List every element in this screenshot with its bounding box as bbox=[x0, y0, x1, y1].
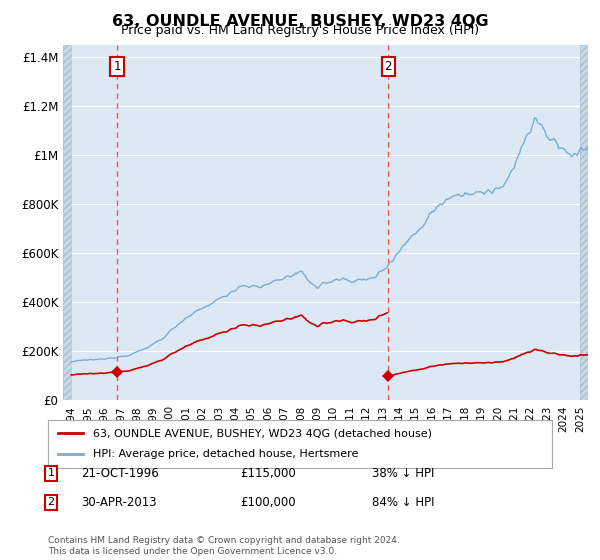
Text: Contains HM Land Registry data © Crown copyright and database right 2024.
This d: Contains HM Land Registry data © Crown c… bbox=[48, 536, 400, 556]
Text: 38% ↓ HPI: 38% ↓ HPI bbox=[372, 466, 434, 480]
Bar bbox=[580, 45, 588, 400]
Polygon shape bbox=[63, 45, 71, 400]
Text: Price paid vs. HM Land Registry's House Price Index (HPI): Price paid vs. HM Land Registry's House … bbox=[121, 24, 479, 37]
Text: 1: 1 bbox=[47, 468, 55, 478]
Text: £100,000: £100,000 bbox=[240, 496, 296, 509]
Text: 2: 2 bbox=[385, 60, 392, 73]
Bar bbox=[580, 45, 588, 400]
Text: 30-APR-2013: 30-APR-2013 bbox=[81, 496, 157, 509]
Text: HPI: Average price, detached house, Hertsmere: HPI: Average price, detached house, Hert… bbox=[94, 449, 359, 459]
Text: 63, OUNDLE AVENUE, BUSHEY, WD23 4QG: 63, OUNDLE AVENUE, BUSHEY, WD23 4QG bbox=[112, 14, 488, 29]
Text: £115,000: £115,000 bbox=[240, 466, 296, 480]
Text: 21-OCT-1996: 21-OCT-1996 bbox=[81, 466, 159, 480]
Text: 2: 2 bbox=[47, 497, 55, 507]
Text: 84% ↓ HPI: 84% ↓ HPI bbox=[372, 496, 434, 509]
Text: 63, OUNDLE AVENUE, BUSHEY, WD23 4QG (detached house): 63, OUNDLE AVENUE, BUSHEY, WD23 4QG (det… bbox=[94, 428, 433, 438]
Bar bbox=[63, 45, 71, 400]
Text: 1: 1 bbox=[113, 60, 121, 73]
